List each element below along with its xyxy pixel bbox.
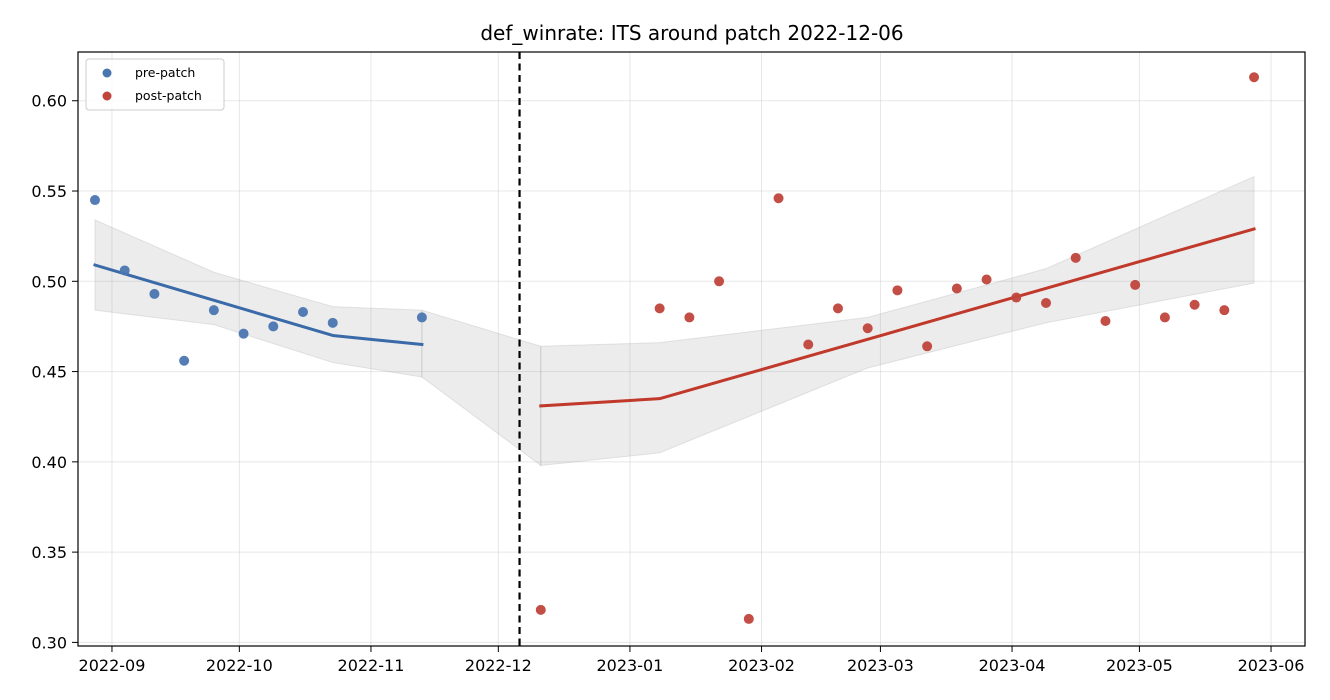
y-tick-label: 0.60 <box>31 92 67 111</box>
data-point-post-patch <box>951 283 962 294</box>
data-point-post-patch <box>1041 297 1052 308</box>
grid <box>78 52 1305 646</box>
y-tick-label: 0.55 <box>31 182 67 201</box>
data-point-post-patch <box>981 274 992 285</box>
data-point-post-patch <box>1100 316 1111 327</box>
data-point-post-patch <box>1159 312 1170 323</box>
confidence-band-post-patch <box>540 175 1255 467</box>
data-point-pre-patch <box>89 195 100 206</box>
data-point-pre-patch <box>119 265 130 276</box>
x-tick-label: 2022-12 <box>465 656 532 675</box>
data-point-post-patch <box>1249 72 1260 83</box>
confidence-band-bridge <box>421 309 542 467</box>
y-tick-label: 0.50 <box>31 272 67 291</box>
data-point-post-patch <box>743 613 754 624</box>
x-tick-label: 2023-04 <box>979 656 1046 675</box>
legend-box <box>85 58 225 111</box>
confidence-band-pre-patch <box>94 219 423 378</box>
data-point-post-patch <box>773 193 784 204</box>
data-point-pre-patch <box>208 305 219 316</box>
legend-marker-post-patch <box>102 91 112 101</box>
y-tick-label: 0.45 <box>31 363 67 382</box>
fit-line-pre-patch <box>93 263 424 347</box>
data-point-post-patch <box>684 312 695 323</box>
legend-label-pre-patch: pre-patch <box>135 65 195 80</box>
data-point-post-patch <box>1189 299 1200 310</box>
x-tick-label: 2022-11 <box>338 656 405 675</box>
y-tick-label: 0.35 <box>31 543 67 562</box>
legend-marker-pre-patch <box>102 68 112 78</box>
y-axis-ticks: 0.30 0.35 0.40 0.45 0.50 0.55 0.60 <box>31 92 78 652</box>
x-tick-label: 2022-10 <box>206 656 273 675</box>
data-point-pre-patch <box>238 328 249 339</box>
x-tick-label: 2023-02 <box>728 656 795 675</box>
legend: pre-patch post-patch <box>85 58 225 111</box>
y-tick-label: 0.40 <box>31 453 67 472</box>
x-tick-label: 2023-06 <box>1238 656 1305 675</box>
x-tick-label: 2023-03 <box>847 656 914 675</box>
data-point-post-patch <box>1130 279 1141 290</box>
chart-title: def_winrate: ITS around patch 2022-12-06 <box>480 21 903 45</box>
data-point-post-patch <box>803 339 814 350</box>
data-point-pre-patch <box>149 288 160 299</box>
legend-label-post-patch: post-patch <box>135 88 202 103</box>
data-point-pre-patch <box>416 312 427 323</box>
data-point-post-patch <box>892 285 903 296</box>
x-tick-label: 2022-09 <box>79 656 146 675</box>
data-point-post-patch <box>535 604 546 615</box>
data-point-post-patch <box>832 303 843 314</box>
data-point-post-patch <box>654 303 665 314</box>
fit-lines <box>93 227 1256 408</box>
fit-line-post-patch <box>539 227 1256 408</box>
x-axis-ticks: 2022-09 2022-10 2022-11 2022-12 2023-01 2023-… <box>79 646 1305 675</box>
data-point-post-patch <box>922 341 933 352</box>
data-point-pre-patch <box>327 317 338 328</box>
x-tick-label: 2023-05 <box>1106 656 1173 675</box>
data-point-post-patch <box>1219 305 1230 316</box>
data-point-pre-patch <box>298 306 309 317</box>
data-point-post-patch <box>1011 292 1022 303</box>
data-point-post-patch <box>714 276 725 287</box>
plot-frame <box>77 51 1306 647</box>
data-point-post-patch <box>862 323 873 334</box>
y-tick-label: 0.30 <box>31 633 67 652</box>
data-point-pre-patch <box>179 355 190 366</box>
axes <box>77 51 1306 647</box>
confidence-bands <box>94 175 1255 467</box>
data-point-pre-patch <box>268 321 279 332</box>
x-tick-label: 2023-01 <box>597 656 664 675</box>
data-point-post-patch <box>1070 252 1081 263</box>
data-points <box>89 72 1260 624</box>
